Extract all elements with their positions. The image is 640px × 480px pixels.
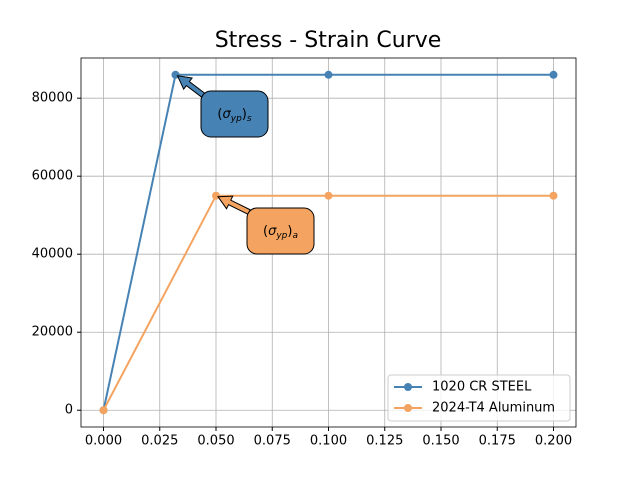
data-point bbox=[324, 70, 333, 79]
annotation-arrow bbox=[176, 75, 206, 98]
annotation-text-part: σ bbox=[223, 107, 232, 122]
legend-marker bbox=[404, 404, 412, 412]
annotation-text-part: ) bbox=[287, 224, 292, 239]
x-tick-label: 0.100 bbox=[310, 434, 347, 449]
x-tick-label: 0.125 bbox=[366, 434, 403, 449]
annotation-text-part: ( bbox=[263, 224, 268, 239]
legend-label: 1020 CR STEEL bbox=[432, 380, 532, 395]
x-tick-label: 0.075 bbox=[254, 434, 291, 449]
legend-label: 2024-T4 Aluminum bbox=[432, 401, 555, 416]
annotation-text-part: s bbox=[247, 114, 252, 124]
x-tick-label: 0.025 bbox=[141, 434, 178, 449]
legend-box bbox=[387, 374, 571, 422]
annotation-text-part: a bbox=[292, 231, 298, 241]
x-tick-label: 0.175 bbox=[479, 434, 516, 449]
legend-marker bbox=[404, 383, 412, 391]
annotation-text: (σyp)s bbox=[217, 107, 251, 124]
y-tick-label: 60000 bbox=[32, 169, 73, 184]
annotation-text-part: ( bbox=[217, 107, 222, 122]
plot-frame bbox=[80, 57, 577, 428]
y-tick-label: 0 bbox=[65, 403, 73, 418]
data-point bbox=[99, 406, 108, 415]
chart-title: Stress - Strain Curve bbox=[215, 28, 442, 53]
annotation-text: (σyp)a bbox=[263, 224, 298, 241]
x-tick-label: 0.000 bbox=[85, 434, 122, 449]
data-point bbox=[549, 70, 558, 79]
annotation-text-part: ) bbox=[242, 107, 247, 122]
series-line bbox=[102, 73, 554, 411]
annotation-text-part: σ bbox=[268, 224, 277, 239]
x-tick-label: 0.150 bbox=[422, 434, 459, 449]
annotation-arrow bbox=[217, 195, 251, 215]
x-tick-label: 0.200 bbox=[535, 434, 572, 449]
y-tick-label: 80000 bbox=[32, 91, 73, 106]
data-point bbox=[324, 191, 333, 200]
y-tick-label: 20000 bbox=[32, 325, 73, 340]
annotation-box bbox=[246, 207, 315, 255]
annotation-text-part: yp bbox=[230, 114, 242, 124]
annotation-box bbox=[200, 90, 269, 138]
x-tick-label: 0.050 bbox=[197, 434, 234, 449]
y-tick-label: 40000 bbox=[32, 247, 73, 262]
data-point bbox=[549, 191, 558, 200]
series-line bbox=[102, 194, 554, 411]
data-point bbox=[212, 191, 220, 200]
annotation-text-part: yp bbox=[275, 231, 287, 241]
